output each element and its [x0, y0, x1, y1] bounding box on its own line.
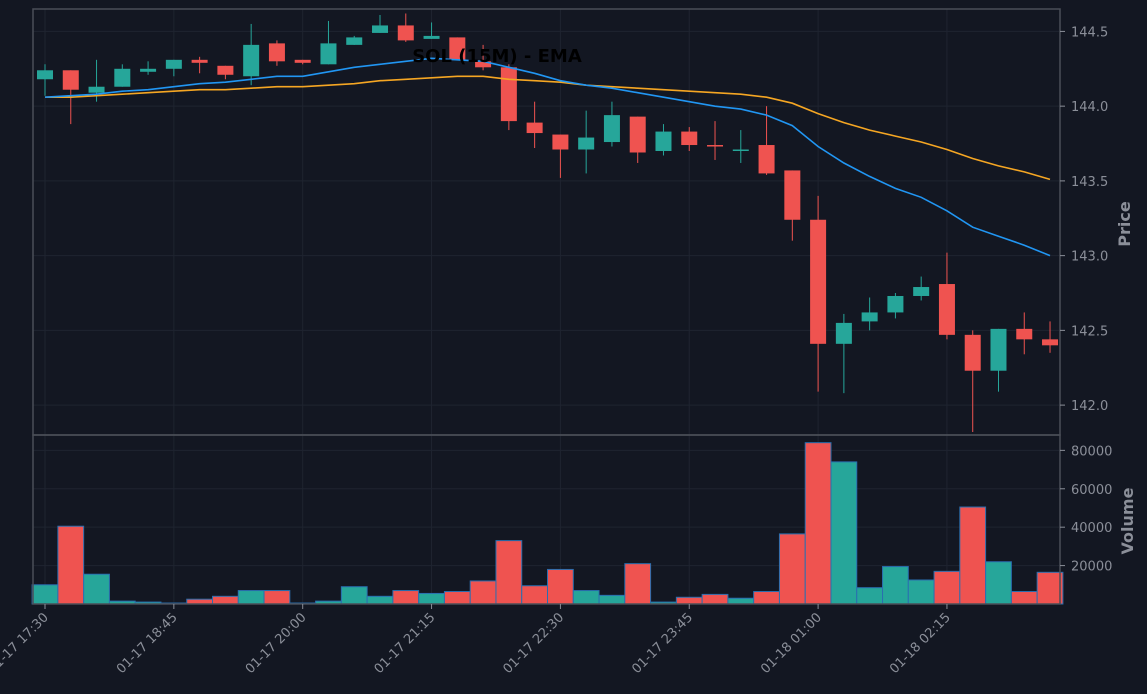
- candle-body: [294, 59, 311, 63]
- candle-body: [217, 65, 234, 75]
- candles: [37, 13, 1059, 433]
- volume-bar: [547, 568, 574, 605]
- candle-body: [1042, 339, 1059, 346]
- volume-bar: [804, 442, 832, 605]
- volume-bar: [237, 590, 265, 605]
- volume-bar: [443, 591, 471, 605]
- grid-lines: [33, 9, 1060, 604]
- volume-bars: [31, 442, 1064, 605]
- candle-body: [810, 219, 827, 344]
- candle-body: [552, 134, 569, 150]
- candle-body: [603, 115, 620, 143]
- ema-lines: [44, 57, 1051, 257]
- volume-bar: [856, 587, 884, 605]
- volume-axis-title: Volume: [1118, 487, 1137, 554]
- volume-bar: [882, 566, 909, 605]
- candle-body: [990, 328, 1007, 371]
- candle-body: [346, 37, 363, 45]
- candle-body: [655, 131, 672, 151]
- volume-bar: [830, 461, 858, 605]
- volume-bar: [624, 563, 652, 605]
- volume-bar: [727, 597, 755, 605]
- volume-bar: [753, 591, 780, 605]
- volume-bar: [495, 540, 523, 605]
- volume-tick-label: 80000: [1071, 444, 1112, 459]
- volume-bar: [418, 592, 445, 605]
- volume-bar: [366, 595, 394, 605]
- candle-body: [784, 170, 801, 220]
- candle-body: [835, 322, 852, 344]
- volume-bar: [675, 596, 703, 605]
- volume-bar: [340, 586, 368, 605]
- volume-bar: [83, 573, 110, 605]
- chart-title: SOL (15M) - EMA: [412, 46, 582, 67]
- candle-body: [191, 59, 208, 63]
- volume-bar: [598, 594, 626, 605]
- price-tick-label: 143.0: [1071, 250, 1108, 265]
- candle-body: [140, 68, 157, 72]
- price-tick-label: 144.0: [1071, 100, 1108, 115]
- candle-body: [913, 287, 930, 296]
- volume-bar: [1010, 591, 1038, 605]
- ema-slow-line: [45, 75, 1051, 181]
- price-axis-title: Price: [1115, 201, 1134, 247]
- candle-body: [88, 86, 105, 93]
- volume-bar: [31, 584, 59, 605]
- candle-body: [887, 295, 904, 313]
- volume-bar: [701, 593, 729, 605]
- volume-tick-label: 60000: [1071, 483, 1112, 498]
- candle-body: [526, 122, 543, 134]
- volume-bar: [212, 595, 239, 605]
- volume-bar: [778, 533, 806, 605]
- candle-body: [423, 35, 440, 39]
- volume-panel-frame: [32, 434, 1061, 605]
- volume-bar: [469, 580, 497, 605]
- candle-body: [320, 43, 337, 65]
- candle-body: [964, 334, 981, 371]
- volume-bar: [57, 525, 85, 605]
- volume-bar: [933, 570, 961, 605]
- volume-bar: [907, 579, 935, 605]
- ema-fast-line: [44, 57, 1051, 257]
- candle-body: [449, 37, 466, 60]
- candle-body: [397, 25, 414, 41]
- candle-body: [372, 25, 389, 33]
- candle-body: [758, 145, 775, 174]
- volume-tick-label: 20000: [1071, 560, 1112, 575]
- candle-body: [578, 137, 595, 150]
- volume-tick-label: 40000: [1071, 521, 1112, 536]
- candle-body: [165, 59, 182, 69]
- volume-bar: [1036, 571, 1064, 605]
- price-tick-label: 142.5: [1071, 324, 1108, 339]
- candle-body: [1016, 328, 1033, 340]
- candle-body: [268, 43, 285, 62]
- candle-body: [243, 44, 260, 77]
- candle-body: [938, 284, 955, 335]
- volume-bar: [263, 590, 291, 605]
- candle-body: [861, 312, 878, 322]
- price-tick-label: 142.0: [1071, 399, 1108, 414]
- candle-body: [707, 145, 724, 147]
- candle-body: [732, 149, 749, 152]
- price-tick-label: 144.5: [1071, 25, 1108, 40]
- volume-bar: [521, 585, 549, 605]
- volume-bar: [392, 590, 420, 605]
- volume-bar: [959, 506, 987, 605]
- volume-bar: [985, 561, 1012, 605]
- price-tick-label: 143.5: [1071, 175, 1108, 190]
- volume-bar: [572, 590, 600, 605]
- candle-body: [114, 68, 131, 87]
- candle-body: [629, 116, 646, 153]
- candle-body: [681, 131, 698, 146]
- candle-body: [500, 67, 517, 122]
- candle-body: [62, 70, 79, 90]
- candle-body: [37, 70, 53, 80]
- candle-body: [475, 61, 492, 68]
